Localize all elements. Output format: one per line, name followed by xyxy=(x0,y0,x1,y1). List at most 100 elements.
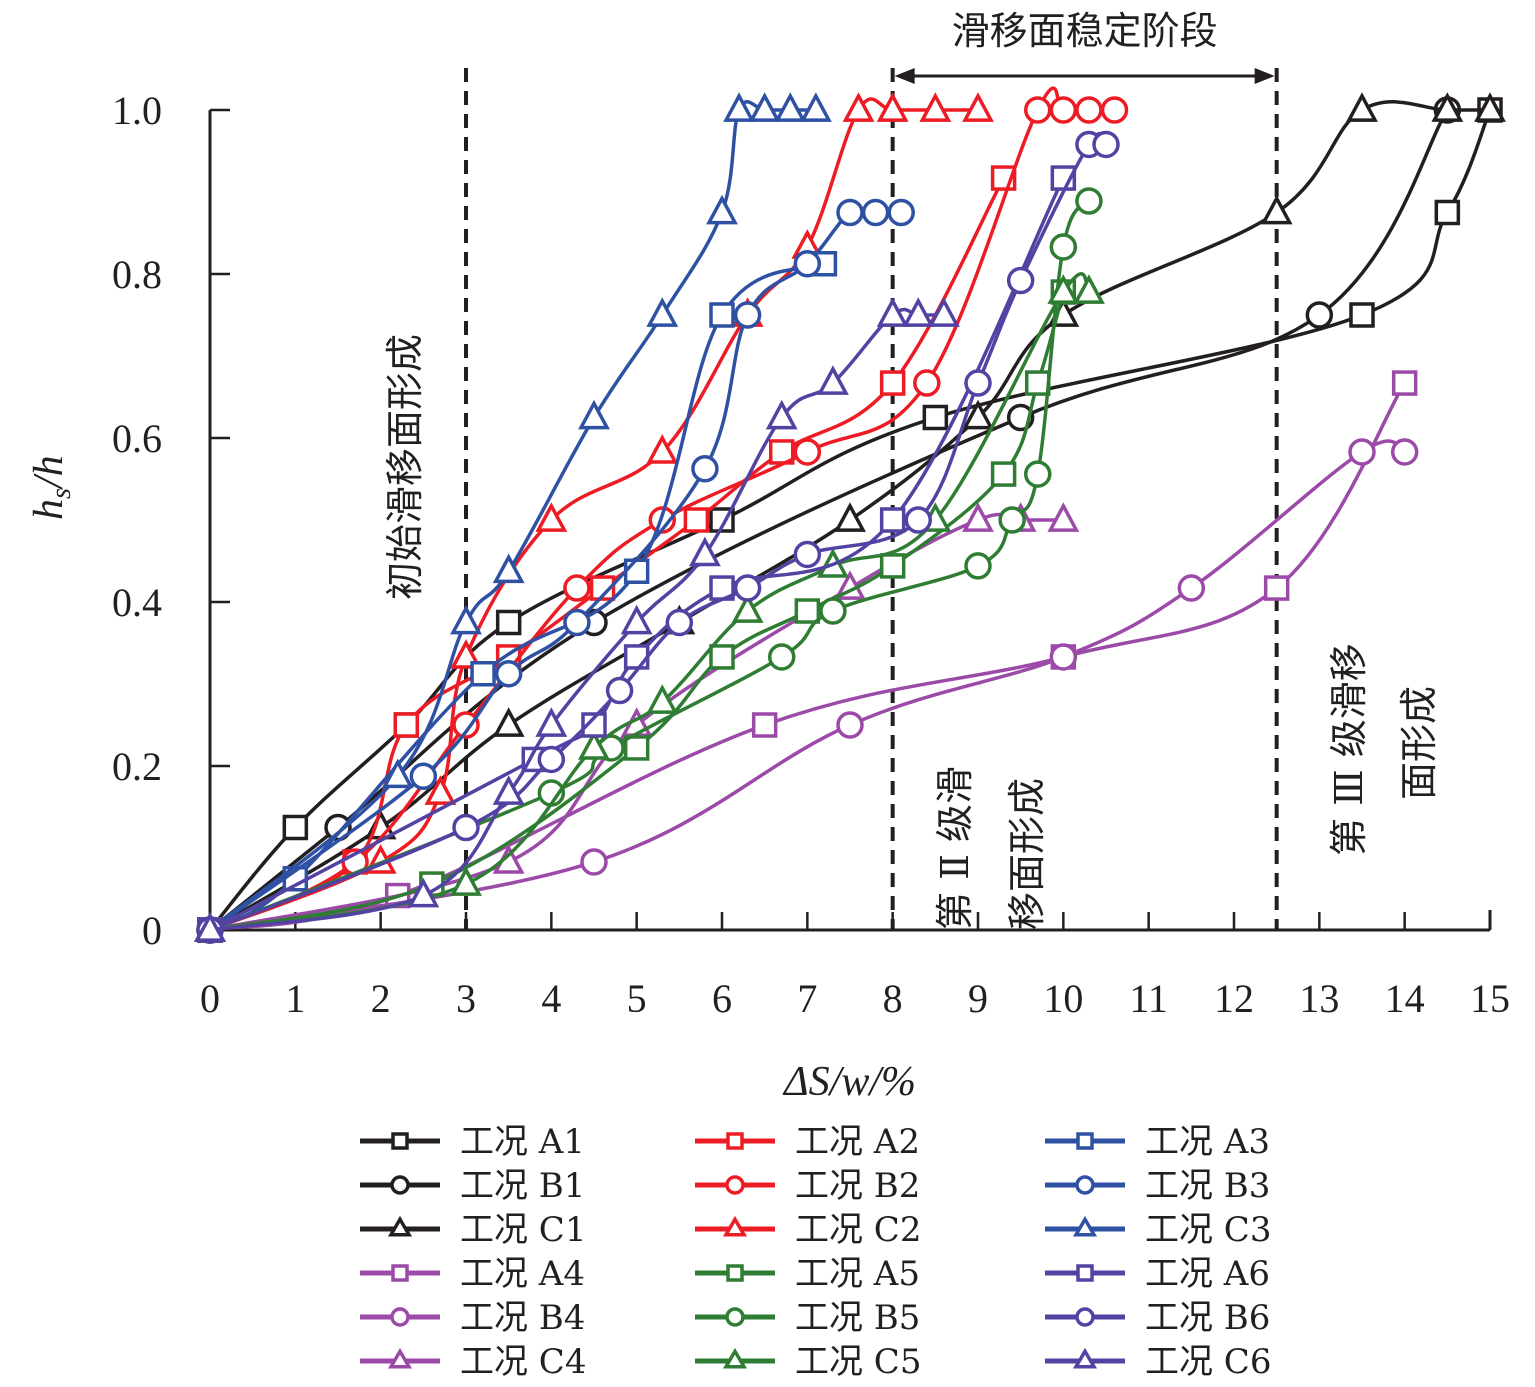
legend-marker-triangle xyxy=(722,1215,748,1237)
legend-marker-circle xyxy=(725,1175,745,1195)
legend-item: 工况 C5 xyxy=(695,1342,921,1382)
legend-marker-circle xyxy=(390,1175,410,1195)
data-point-triangle xyxy=(1047,274,1080,304)
x-tick-label: 12 xyxy=(1214,976,1254,1021)
data-point-circle xyxy=(452,813,480,842)
legend-item: 工况 B5 xyxy=(695,1298,920,1338)
x-tick-label: 11 xyxy=(1129,976,1168,1021)
data-point-circle xyxy=(836,711,864,739)
data-point-circle xyxy=(887,198,915,227)
data-point-circle xyxy=(793,540,822,569)
data-point-square xyxy=(1024,370,1051,396)
annotation-second: 第 Ⅱ 级滑 移面形成 xyxy=(933,766,1049,930)
data-point-triangle xyxy=(535,502,568,532)
data-point-square xyxy=(879,507,906,533)
data-point-triangle xyxy=(1260,194,1293,225)
data-point-square xyxy=(1434,199,1461,226)
data-point-circle xyxy=(904,506,933,534)
y-axis-title-tail: /h xyxy=(26,455,72,490)
x-tick-label: 4 xyxy=(541,976,561,1021)
svg-text:hs/h: hs/h xyxy=(26,455,77,520)
y-tick-label: 0 xyxy=(142,908,162,953)
legend-label: 工况 A3 xyxy=(1145,1122,1270,1162)
data-point-square xyxy=(589,575,616,601)
x-tick-label: 15 xyxy=(1470,976,1510,1021)
legend-label: 工况 B1 xyxy=(460,1166,585,1206)
data-point-triangle xyxy=(1346,92,1378,122)
legend-item: 工况 A6 xyxy=(1045,1254,1270,1294)
data-point-triangle xyxy=(765,399,798,430)
data-point-circle xyxy=(998,506,1026,534)
data-point-circle xyxy=(1390,438,1419,466)
data-point-triangle xyxy=(799,92,832,122)
y-tick-label: 0.8 xyxy=(112,252,162,297)
data-point-square xyxy=(623,644,650,670)
legend-marker-circle xyxy=(1075,1175,1095,1195)
annotation-third: 第 Ⅲ 级滑移 面形成 xyxy=(1327,643,1441,856)
series-line xyxy=(209,97,978,932)
data-point-square xyxy=(1349,302,1375,328)
data-point-circle xyxy=(1305,301,1334,329)
data-point-square xyxy=(751,712,778,738)
x-tick-label: 5 xyxy=(627,976,647,1021)
data-point-circle xyxy=(563,608,591,637)
series-工况-B4 xyxy=(196,438,1419,944)
data-point-triangle xyxy=(646,297,679,327)
series-layer xyxy=(194,86,1506,944)
data-point-triangle xyxy=(919,92,952,122)
y-axis-title: hs/h xyxy=(26,455,77,520)
legend-marker-square xyxy=(726,1264,744,1282)
data-point-circle xyxy=(409,762,438,790)
x-tick-label: 10 xyxy=(1043,976,1083,1021)
data-point-triangle xyxy=(706,194,738,225)
x-tick-label: 14 xyxy=(1385,976,1425,1021)
data-point-square xyxy=(470,661,496,687)
legend-label: 工况 A4 xyxy=(460,1254,585,1294)
legend-marker-square xyxy=(391,1132,409,1150)
x-tick-label: 0 xyxy=(200,976,220,1021)
data-point-circle xyxy=(665,608,694,637)
data-point-square xyxy=(1263,575,1290,601)
legend-item: 工况 C4 xyxy=(360,1342,586,1382)
data-point-triangle xyxy=(731,593,764,623)
legend-label: 工况 B6 xyxy=(1145,1298,1270,1338)
y-axis-title-sub: s xyxy=(46,488,77,499)
data-point-circle xyxy=(1177,574,1206,602)
data-point-square xyxy=(879,553,906,579)
data-point-triangle xyxy=(450,866,482,896)
x-tick-label: 8 xyxy=(883,976,903,1021)
data-point-square xyxy=(495,609,522,636)
data-point-triangle xyxy=(834,502,866,532)
data-point-circle xyxy=(537,745,566,774)
x-tick-label: 9 xyxy=(968,976,988,1021)
data-point-circle xyxy=(836,198,864,227)
range-label: 滑移面稳定阶段 xyxy=(952,9,1218,53)
data-point-triangle xyxy=(1431,92,1464,122)
data-point-triangle xyxy=(817,365,849,395)
data-point-square xyxy=(581,712,607,738)
legend-marker-square xyxy=(1076,1264,1094,1282)
data-point-circle xyxy=(1092,130,1120,159)
data-point-square xyxy=(393,712,420,738)
annotation-initial: 初始滑移面形成 xyxy=(383,334,427,600)
series-工况-C1 xyxy=(194,92,1506,942)
legend-marker-triangle xyxy=(1072,1215,1098,1237)
data-point-circle xyxy=(793,438,822,466)
data-point-circle xyxy=(767,643,796,671)
legend-label: 工况 A6 xyxy=(1145,1254,1270,1294)
legend-marker-square xyxy=(1076,1132,1094,1150)
data-point-triangle xyxy=(424,775,457,805)
annotation-text: 第 Ⅲ 级滑移 xyxy=(1327,643,1371,856)
range-arrow-right-head xyxy=(1254,68,1275,84)
legend-marker-triangle xyxy=(1072,1347,1098,1369)
series-line xyxy=(209,439,1406,932)
data-point-triangle xyxy=(492,775,525,805)
data-point-circle xyxy=(733,574,762,602)
data-point-circle xyxy=(793,250,822,278)
data-point-triangle xyxy=(535,707,568,737)
annotation-text: 初始滑移面形成 xyxy=(383,334,427,600)
